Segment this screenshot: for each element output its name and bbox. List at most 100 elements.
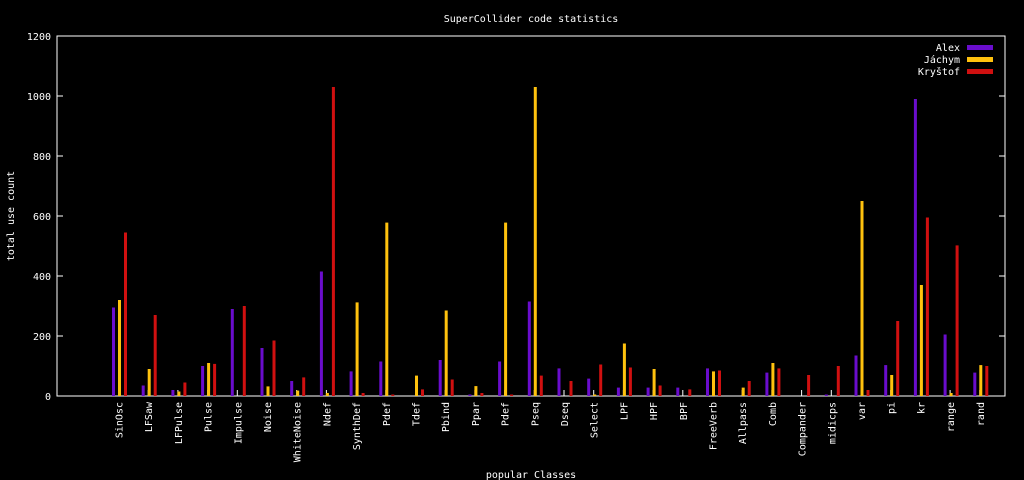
bar-alex xyxy=(527,301,531,396)
bar-krystof xyxy=(361,393,365,396)
bar-alex xyxy=(913,99,917,396)
bar-alex xyxy=(171,390,175,396)
legend-swatch xyxy=(967,57,993,62)
bar-alex xyxy=(141,385,145,396)
x-tick-label: Noise xyxy=(263,402,274,432)
bar-krystof xyxy=(777,368,781,396)
bar-krystof xyxy=(807,375,811,396)
chart-title: SuperCollider code statistics xyxy=(444,14,619,25)
legend-swatch xyxy=(967,69,993,74)
x-tick-label: Ppar xyxy=(471,402,482,426)
y-tick-label: 0 xyxy=(45,392,51,403)
x-tick-label: midicps xyxy=(827,402,838,444)
bar-jachym xyxy=(622,343,626,396)
x-tick-label: Tdef xyxy=(412,402,423,426)
x-tick-label: kr xyxy=(916,402,927,414)
bar-alex xyxy=(260,348,264,396)
bar-alex xyxy=(616,387,620,396)
bar-krystof xyxy=(925,217,929,396)
y-axis: 0 200 400 600 800 1000 1200 xyxy=(27,32,1005,403)
bar-alex xyxy=(557,368,561,396)
y-tick-label: 1200 xyxy=(27,32,51,43)
bar-jachym xyxy=(741,387,745,396)
x-tick-label: Ndef xyxy=(322,402,333,426)
bar-alex xyxy=(706,368,709,396)
bar-krystof xyxy=(153,315,157,396)
bar-alex xyxy=(379,361,383,396)
x-tick-label: SinOsc xyxy=(115,402,126,438)
y-tick-label: 400 xyxy=(33,272,51,283)
x-tick-label: rand xyxy=(976,402,987,426)
bar-jachym xyxy=(593,394,597,396)
x-tick-label: WhiteNoise xyxy=(293,402,304,462)
bar-krystof xyxy=(539,375,543,396)
bar-krystof xyxy=(896,321,900,396)
bar-krystof xyxy=(718,370,721,396)
bar-jachym xyxy=(415,375,418,396)
bar-krystof xyxy=(688,389,692,396)
bar-jachym xyxy=(118,300,121,396)
bar-krystof xyxy=(242,306,246,396)
bar-alex xyxy=(112,307,115,396)
bar-alex xyxy=(943,334,947,396)
bar-krystof xyxy=(955,245,959,396)
legend-label: Alex xyxy=(936,43,960,54)
bar-alex xyxy=(319,271,323,396)
bar-jachym xyxy=(979,365,983,396)
bar-alex xyxy=(438,360,442,396)
x-tick-label: Allpass xyxy=(738,402,749,444)
bar-jachym xyxy=(533,87,537,396)
bar-jachym xyxy=(177,391,181,396)
bar-alex xyxy=(765,372,769,396)
bar-krystof xyxy=(866,390,870,396)
x-tick-label: FreeVerb xyxy=(709,402,720,450)
bar-krystof xyxy=(510,394,514,396)
y-tick-label: 600 xyxy=(33,212,51,223)
bar-jachym xyxy=(147,369,151,396)
bar-alex xyxy=(498,361,502,396)
bar-jachym xyxy=(444,310,448,396)
bar-krystof xyxy=(213,363,217,396)
bar-jachym xyxy=(385,222,389,396)
x-tick-label: range xyxy=(946,402,957,432)
x-tick-label: Impulse xyxy=(233,402,244,444)
bar-jachym xyxy=(919,285,923,396)
bar-jachym xyxy=(474,386,478,396)
legend-swatch xyxy=(967,45,993,50)
bar-krystof xyxy=(331,87,335,396)
bar-krystof xyxy=(569,381,573,396)
bar-jachym xyxy=(296,390,300,396)
bar-alex xyxy=(854,355,858,396)
x-tick-label: Select xyxy=(590,402,601,438)
bar-krystof xyxy=(985,366,989,396)
bar-jachym xyxy=(890,375,894,396)
bar-jachym xyxy=(266,386,270,396)
x-tick-label: var xyxy=(857,402,868,420)
x-tick-label: Compander xyxy=(798,402,809,456)
bar-alex xyxy=(676,387,680,396)
x-tick-label: LPF xyxy=(619,402,630,420)
x-axis-label: popular Classes xyxy=(486,470,576,480)
bar-alex xyxy=(646,387,650,396)
bar-jachym xyxy=(771,363,775,396)
bar-alex xyxy=(201,366,205,396)
legend-label: Jáchym xyxy=(924,54,960,66)
bar-krystof xyxy=(747,381,751,396)
bar-jachym xyxy=(712,371,715,396)
bar-jachym xyxy=(652,369,656,396)
bar-krystof xyxy=(272,340,276,396)
bar-alex xyxy=(587,378,591,396)
bar-alex xyxy=(290,381,294,396)
x-tick-label: BPF xyxy=(679,402,690,420)
bar-krystof xyxy=(836,366,840,396)
bar-krystof xyxy=(658,385,662,396)
bar-alex xyxy=(230,309,234,396)
bar-alex xyxy=(468,394,472,396)
bar-jachym xyxy=(325,393,329,396)
legend-label: Kryštof xyxy=(918,66,960,78)
bar-jachym xyxy=(207,363,211,396)
bar-krystof xyxy=(450,379,454,396)
bar-alex xyxy=(884,365,888,396)
